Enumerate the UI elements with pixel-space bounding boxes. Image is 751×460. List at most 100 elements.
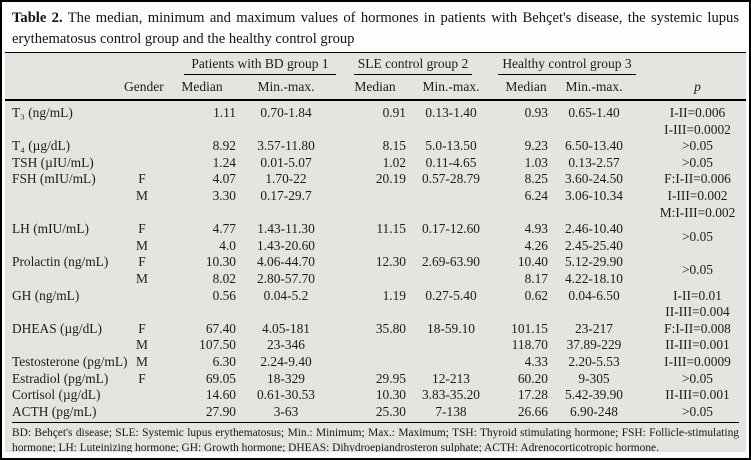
hc-minmax-cell [548,122,640,139]
hormone-label: Estradiol (pg/mL) [12,370,109,386]
sle-minmax-cell: 3.83-35.20 [421,387,481,403]
bd-median-cell: 4.77 [212,221,236,237]
table-row: M 3.30 0.17-29.7 6.24 3.06-10.34 I-III=0… [12,188,739,205]
sle-minmax-cell [406,304,496,321]
table-footnote: BD: Behçet's disease; SLE: Systemic lupu… [12,422,739,452]
table-row: ACTH (pg/mL) 27.90 3-63 25.30 7-138 26.6… [12,404,739,421]
hc-median-cell: 60.20 [517,370,548,386]
sle-minmax-cell [406,122,496,139]
group-header-healthy-label: Healthy control group 3 [498,56,636,75]
gender-cell [124,105,160,122]
sle-median-cell: 35.80 [375,320,406,336]
bd-minmax-cell [236,304,336,321]
p-value-cell: I-II=0.006 [669,105,726,120]
bd-median-cell: 1.24 [212,154,236,170]
table-row: T₃ (ng/mL) 1.11 0.70-1.84 0.91 0.13-1.40… [12,105,739,122]
bd-minmax-cell: 0.01-5.07 [260,154,312,170]
hormone-label [12,337,124,354]
bd-median-cell: 0.56 [212,287,236,303]
hormone-label [12,188,124,205]
bd-median-cell: 8.92 [212,138,236,154]
hc-minmax-cell [548,205,640,222]
hc-median-cell: 26.66 [517,403,548,419]
column-header-bd-minmax: Min.-max. [257,79,315,94]
hc-minmax-cell: 0.04-6.50 [568,287,620,303]
sle-minmax-cell [406,354,496,371]
column-header-hc-median: Median [505,79,547,94]
bd-minmax-cell: 4.06-44.70 [256,254,316,270]
sle-minmax-cell: 2.69-63.90 [421,254,481,270]
p-value-cell: II-III=0.001 [665,387,730,403]
hormone-label: T₃ (ng/mL) [12,105,73,120]
bd-median-cell: 69.05 [205,370,236,386]
hc-minmax-cell: 6.50-13.40 [564,138,624,154]
column-header-p: p [694,79,701,94]
p-value-cell: I-II=0.01 [673,287,722,303]
group-header-sle-label: SLE control group 2 [354,56,472,75]
bd-minmax-cell: 3-63 [273,403,299,419]
bd-median-cell [160,205,236,222]
hc-minmax-cell: 5.42-39.90 [564,387,624,403]
hc-minmax-cell: 5.12-29.90 [564,254,624,270]
gender-cell [124,138,160,155]
hc-minmax-cell: 0.13-2.57 [568,154,620,170]
p-value-cell: II-III=0.004 [665,304,730,320]
bd-minmax-cell: 0.17-29.7 [260,187,312,203]
hormone-label: LH (mIU/mL) [12,221,89,237]
sle-minmax-cell: 0.27-5.40 [425,287,477,303]
gender-cell [124,205,160,222]
table-row: M:I-III=0.002 [12,205,739,222]
sle-minmax-cell: 5.0-13.50 [425,138,477,154]
sle-median-cell: 8.15 [382,138,406,154]
sle-median-cell: 29.95 [375,370,406,386]
bd-minmax-cell: 0.70-1.84 [260,105,312,120]
sle-minmax-cell [406,238,496,255]
hc-minmax-cell: 23-217 [575,320,613,336]
table-panel: Patients with BD group 1 SLE control gro… [5,52,746,452]
bd-median-cell: 10.30 [205,254,236,270]
p-value-cell: >0.05 [682,138,713,154]
hc-median-cell: 17.28 [517,387,548,403]
gender-cell: F [138,320,146,336]
gender-cell: F [138,254,146,270]
bd-minmax-cell: 0.04-5.2 [263,287,309,303]
table-number: Table 2. [12,10,63,26]
table-row: M 107.50 23-346 118.70 37.89-229 II-III=… [12,337,739,354]
gender-cell: F [138,370,146,386]
hc-median-cell: 0.93 [524,105,548,120]
gender-cell: F [138,171,146,187]
sle-median-cell [336,337,406,354]
bd-median-cell: 3.30 [212,187,236,203]
group-header-row: Patients with BD group 1 SLE control gro… [12,53,739,75]
column-header-hc-minmax: Min.-max. [565,79,623,94]
hormone-label: Prolactin (ng/mL) [12,254,109,270]
table-header: Patients with BD group 1 SLE control gro… [5,53,746,101]
sle-median-cell: 11.15 [376,221,406,237]
hc-median-cell [496,304,548,321]
hc-median-cell: 4.93 [524,221,548,237]
p-value-cell: >0.05 [682,154,713,170]
table-caption: Table 2. The median, minimum and maximum… [12,8,739,50]
p-value-cell: M:I-III=0.002 [659,204,736,220]
hormone-label [12,238,124,255]
bd-median-cell: 27.90 [205,403,236,419]
sle-minmax-cell [406,205,496,222]
hormone-label: TSH (µIU/mL) [12,154,94,170]
hc-median-cell: 118.70 [511,337,548,353]
hc-median-cell: 4.26 [524,237,548,253]
sle-minmax-cell: 18-59.10 [427,320,475,336]
hc-median-cell: 8.17 [524,270,548,286]
gender-cell [124,122,160,139]
hc-minmax-cell: 0.65-1.40 [568,105,620,120]
hc-minmax-cell: 2.46-10.40 [564,221,624,237]
gender-cell [124,155,160,172]
hc-minmax-cell: 4.22-18.10 [564,270,624,286]
table-row: Prolactin (ng/mL) F 10.30 4.06-44.70 12.… [12,254,739,277]
group-header-bd-label: Patients with BD group 1 [184,56,336,75]
gender-cell [124,387,160,404]
table-caption-text: The median, minimum and maximum values o… [12,10,740,47]
column-header-row: Gender Median Min.-max. Median Min.-max.… [12,75,739,99]
hc-median-cell: 4.33 [524,353,548,369]
hc-median-cell: 0.62 [524,287,548,303]
